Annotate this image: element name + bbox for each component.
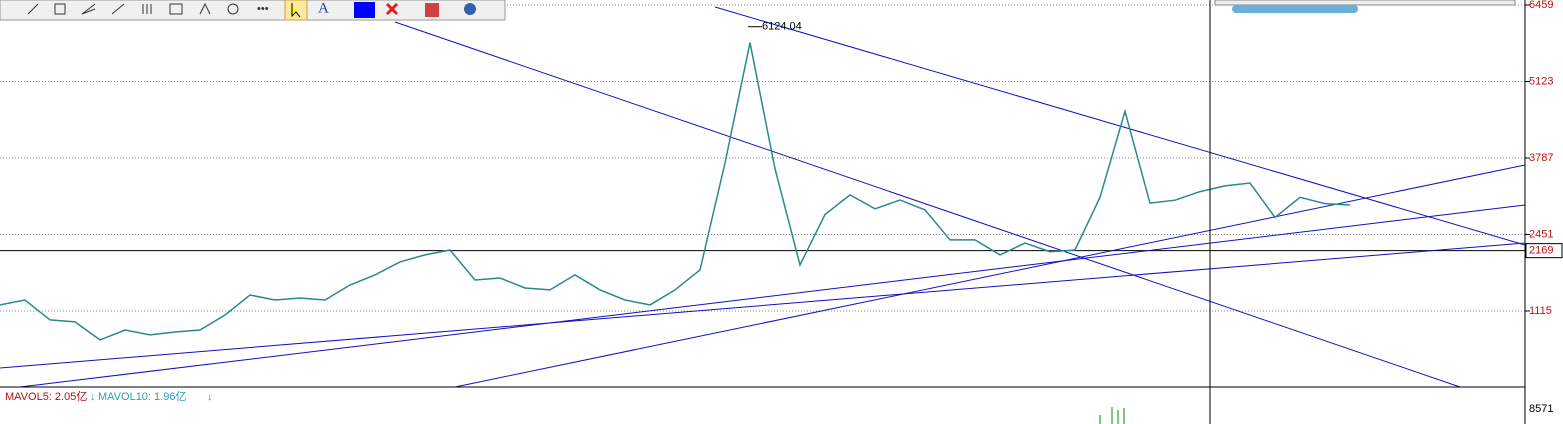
y-tick-label: 1115	[1529, 305, 1552, 317]
toolbar: ••• A	[0, 0, 506, 21]
delete-tool[interactable]	[385, 2, 399, 16]
arrow-icon: ↓	[207, 391, 213, 403]
trendline	[394, 21, 1461, 388]
trendline	[0, 242, 1526, 369]
volume-bars	[1099, 407, 1125, 424]
font-tool[interactable]: A	[318, 0, 329, 16]
y-tick-label: 3787	[1529, 152, 1553, 164]
svg-text:•••: •••	[257, 3, 269, 15]
color-tool[interactable]	[354, 2, 375, 18]
tab-strip[interactable]	[1214, 0, 1516, 6]
y-tick-label: 2451	[1529, 228, 1553, 240]
trendline	[454, 164, 1526, 388]
mavol5-label: MAVOL5: 2.05亿	[5, 390, 87, 403]
mavol10-label: MAVOL10: 1.96亿	[98, 390, 186, 403]
reference-label: 2169	[1529, 245, 1553, 257]
clear-tool[interactable]	[425, 3, 439, 17]
pointer-icon	[291, 3, 301, 18]
settings-tool[interactable]	[464, 3, 476, 15]
peak-annotation: 6124.04	[762, 21, 802, 33]
reference-label-box	[1525, 243, 1563, 259]
y-tick-label: 6459	[1529, 0, 1553, 11]
volume-tick-label: 8571	[1529, 403, 1553, 415]
top-tabs	[1214, 0, 1516, 13]
arrow-icon: ↓	[90, 391, 96, 403]
tab-scroll[interactable]	[1232, 5, 1358, 13]
toolbar-bg	[0, 0, 506, 21]
tool-icons[interactable]: •••	[27, 2, 269, 15]
price-line	[0, 42, 1351, 341]
trendline	[19, 204, 1526, 388]
y-tick-label: 5123	[1529, 75, 1553, 87]
